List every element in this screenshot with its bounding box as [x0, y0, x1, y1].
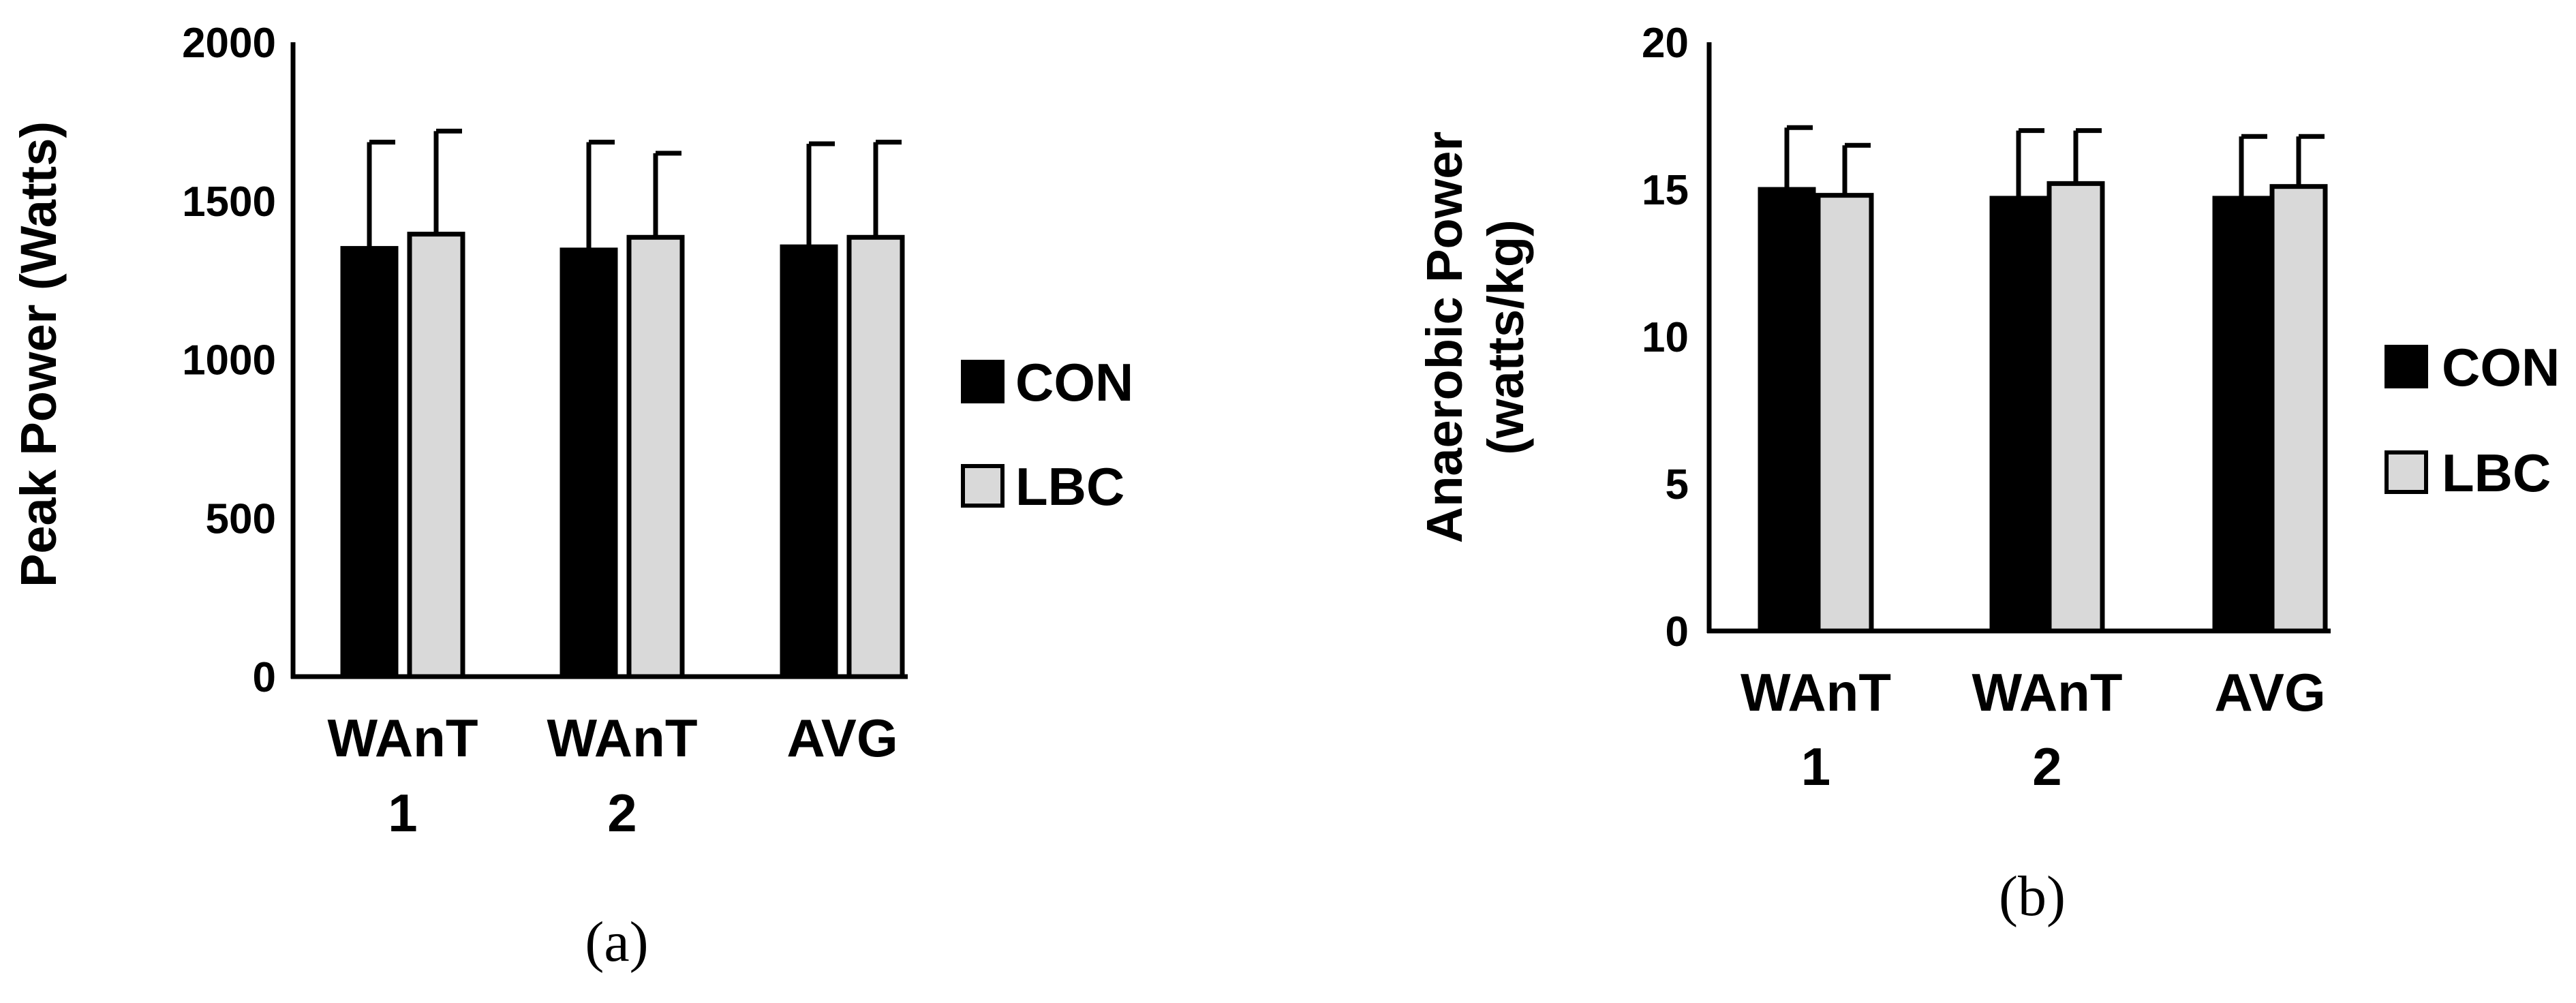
chart-a: 0 500 1000 1500 2000 WAnT 1 WAnT 2 AVG Peak Power …	[10, 20, 1133, 974]
bar-lbc	[2269, 184, 2328, 634]
x-category-label: WAnT	[328, 708, 478, 768]
y-tick-label: 1500	[182, 179, 276, 226]
y-tick-label: 500	[206, 495, 276, 542]
panel-label: (b)	[1999, 865, 2066, 928]
bar-con	[1989, 196, 2048, 634]
y-tick-label: 0	[253, 654, 276, 701]
y-tick-label: 15	[1642, 167, 1689, 214]
y-axis-title: Anaerobic Power (watts/kg)	[1416, 132, 1534, 544]
x-category-label: WAnT	[1741, 662, 1891, 722]
x-category-label: 1	[1801, 737, 1830, 797]
bar-lbc	[1815, 193, 1874, 634]
legend-label-con: CON	[1015, 352, 1133, 412]
bar-lbc	[846, 234, 905, 679]
x-category-label: WAnT	[547, 708, 698, 768]
legend-swatch-lbc	[2385, 450, 2428, 494]
y-axis-title-line: (watts/kg)	[1477, 219, 1534, 454]
x-category-label: 1	[388, 783, 417, 843]
y-tick-label: 2000	[182, 20, 276, 67]
legend-label-con: CON	[2442, 337, 2560, 397]
legend-label-lbc: LBC	[2442, 443, 2551, 503]
y-tick-label: 10	[1642, 314, 1689, 361]
x-category-label: AVG	[2214, 662, 2325, 722]
legend-swatch-lbc	[961, 464, 1005, 508]
y-axis-title: Peak Power (Watts)	[10, 121, 67, 587]
bar-lbc	[626, 234, 685, 679]
panel-label: (a)	[585, 910, 648, 974]
y-tick-label: 20	[1642, 20, 1689, 67]
bar-lbc	[2046, 181, 2105, 634]
y-axis-title-line: Peak Power (Watts)	[10, 121, 67, 587]
x-category-label: 2	[607, 783, 637, 843]
bar-lbc	[407, 232, 465, 679]
y-tick-label: 5	[1666, 461, 1689, 508]
legend-swatch-con	[961, 360, 1005, 403]
y-axis-title-line: Anaerobic Power	[1416, 132, 1473, 544]
x-category-label: WAnT	[1972, 662, 2123, 722]
legend-label-lbc: LBC	[1015, 457, 1124, 516]
legend-swatch-con	[2385, 345, 2428, 388]
y-tick-label: 0	[1666, 608, 1689, 655]
bar-con	[2212, 196, 2271, 634]
bar-con	[1758, 187, 1816, 634]
x-category-label: AVG	[786, 708, 898, 768]
x-category-label: 2	[2032, 737, 2061, 797]
bar-con	[559, 247, 618, 679]
chart-b: 0 5 10 15 20 WAnT 1 WAnT 2 AVG Anaerobic Power (wat…	[1416, 20, 2560, 928]
y-tick-label: 1000	[182, 337, 276, 384]
bar-con	[780, 244, 838, 679]
bar-con	[340, 246, 399, 679]
